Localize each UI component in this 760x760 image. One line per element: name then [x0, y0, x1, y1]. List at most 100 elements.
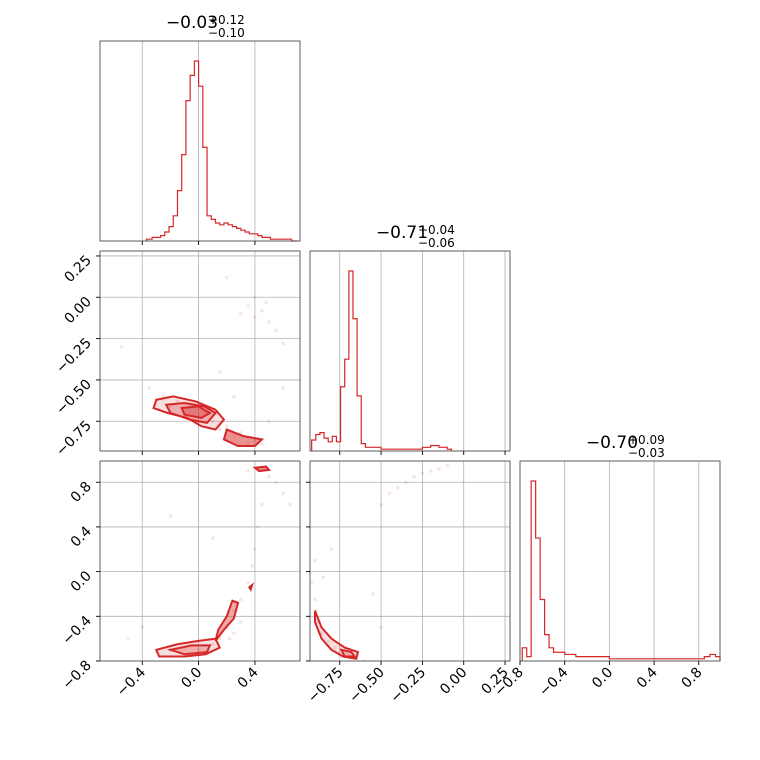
sample-point [232, 631, 236, 635]
sample-point [260, 442, 264, 447]
sample-point [437, 467, 441, 471]
sample-point [281, 386, 285, 390]
panel-p0-p2: −0.4 0.0 0.4 −0.8 −0.4 0.0 0.4 0.8 [59, 460, 301, 700]
sample-point [168, 404, 173, 409]
panel-p0-p2-ytick-label: −0.4 [59, 613, 94, 648]
sample-point [246, 303, 250, 308]
title-value: −0.70 [586, 433, 638, 453]
sample-point [175, 399, 180, 404]
sample-point [395, 486, 400, 490]
sample-point [274, 480, 278, 485]
sample-point [281, 341, 285, 346]
sample-point [288, 502, 292, 507]
sample-point [217, 369, 222, 374]
sample-point [310, 580, 314, 585]
density-contour [180, 405, 212, 419]
title-value: −0.71 [376, 223, 428, 243]
sample-point [313, 558, 317, 563]
hist-panel-p2: −0.8 −0.4 0.0 0.4 0.8−0.70+0.09−0.03 [491, 433, 721, 700]
sample-point [253, 295, 257, 300]
panel-p1-p2-frame [309, 460, 511, 662]
sample-point [267, 320, 271, 324]
sample-point [239, 597, 243, 602]
sample-point [274, 328, 278, 333]
sample-point [168, 513, 173, 518]
panel-p0-p2-xtick-label: −0.4 [114, 664, 149, 699]
sample-point [371, 592, 375, 596]
sample-point [224, 424, 229, 429]
density-contour [247, 582, 255, 592]
panel-p1-p2-xtick-label: −0.25 [388, 665, 430, 707]
panel-content [126, 465, 292, 658]
sample-point [119, 345, 123, 349]
sample-point [253, 547, 257, 552]
sample-point [379, 625, 383, 630]
sample-point [253, 315, 257, 319]
panel-p0-p2-ytick-label: 0.0 [68, 568, 95, 595]
sample-point [428, 469, 433, 473]
sample-point [321, 575, 326, 580]
panel-p0-p2-xtick-label: 0.4 [235, 664, 262, 691]
sample-point [379, 502, 383, 507]
sample-point [332, 645, 337, 650]
sample-point [239, 620, 243, 624]
sample-point [255, 525, 260, 529]
sample-point [267, 474, 271, 479]
panel-p0-p2-ytick-label: 0.4 [68, 523, 95, 550]
sample-point [404, 480, 408, 485]
density-contour [252, 465, 271, 473]
sample-point [246, 469, 250, 473]
panel-title-p0: −0.03 [166, 13, 218, 33]
histogram-p0 [145, 60, 298, 242]
sample-point [281, 491, 285, 496]
histogram-p2 [521, 480, 721, 661]
sample-point [260, 502, 264, 507]
sample-point [420, 471, 425, 476]
title-minus-error: −0.10 [208, 26, 245, 40]
sample-point [260, 308, 264, 313]
sample-point [267, 419, 271, 424]
sample-point [232, 394, 236, 399]
panel-p0-p1-ytick-label: 0.25 [61, 252, 94, 285]
panel-p1-p2-xtick-label: −0.75 [305, 665, 347, 707]
sample-point [210, 536, 215, 540]
panel-title-p2: −0.70 [586, 433, 638, 453]
sample-point [227, 636, 232, 641]
density-contour [339, 648, 357, 658]
panel-p0-p2-ytick-label: 0.8 [68, 479, 95, 506]
panel-p0-p1-ytick-label: −0.25 [53, 335, 95, 377]
density-contour [166, 644, 212, 656]
panel-p0-p1-ytick-label: −0.50 [53, 376, 95, 418]
title-minus-error: −0.03 [628, 446, 665, 460]
hist-panel-p1: −0.71+0.04−0.06 [309, 223, 511, 455]
hist-p2-xtick-label: 0.0 [589, 665, 616, 692]
density-contour [214, 599, 240, 642]
hist-p0-frame [99, 40, 301, 242]
sample-point [445, 463, 449, 468]
panel-p0-p1: −0.75−0.50−0.25 0.00 0.25 [53, 250, 301, 459]
sample-point [326, 639, 330, 643]
sample-point [264, 300, 268, 305]
sample-point [387, 491, 392, 496]
title-plus-error: +0.09 [628, 433, 665, 447]
hist-p2-xtick-label: 0.4 [634, 664, 661, 691]
hist-p2-frame [519, 460, 721, 662]
hist-p2-xtick-label: 0.8 [679, 665, 706, 692]
panel-p0-p1-ytick-label: 0.00 [61, 294, 94, 327]
sample-point [196, 648, 201, 652]
title-minus-error: −0.06 [418, 236, 455, 250]
panel-p1-p2: −0.75 −0.50 −0.25 0.00 0.25 [305, 460, 512, 707]
panel-content [310, 463, 449, 661]
sample-point [250, 564, 254, 568]
title-value: −0.03 [166, 13, 218, 33]
panel-p0-p2-frame [99, 460, 301, 662]
panel-p1-p2-xtick-label: −0.50 [346, 665, 388, 707]
panel-p0-p1-frame [99, 250, 301, 452]
panel-p0-p2-xtick-label: 0.0 [178, 665, 205, 692]
density-contour [222, 428, 265, 448]
hist-p1-frame [309, 250, 511, 452]
sample-point [147, 386, 152, 390]
sample-point [140, 625, 145, 630]
sample-point [246, 580, 250, 585]
